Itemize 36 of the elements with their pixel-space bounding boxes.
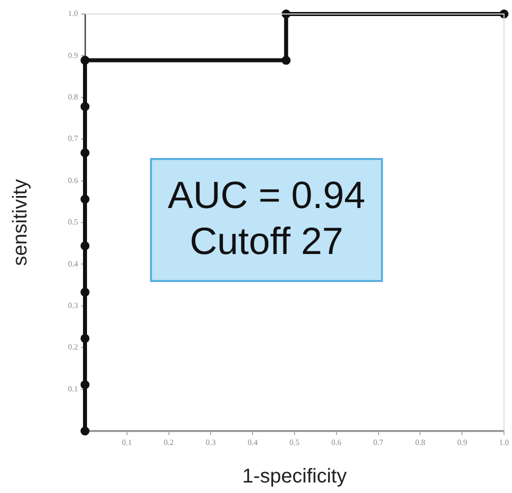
point [80, 56, 90, 65]
y-tick-label: 0.3 [68, 300, 78, 310]
y-tick-label: 0.2 [68, 342, 78, 352]
x-tick-label: 0.4 [248, 438, 258, 447]
y-axis-title: sensitivity [10, 179, 32, 266]
x-tick-label: 0.2 [164, 438, 174, 447]
y-tick-label: 0.8 [68, 92, 78, 102]
x-tick-label: 0.9 [457, 438, 468, 447]
point [80, 102, 90, 112]
x-tick-label: 0.8 [415, 438, 426, 447]
y-tick-label: 0.7 [68, 134, 78, 144]
point [80, 288, 90, 297]
point [80, 334, 90, 343]
point [80, 194, 90, 204]
annotation: AUC = 0.94 [168, 174, 366, 220]
point [80, 241, 90, 250]
x-tick-label: 0.7 [373, 438, 384, 447]
point [80, 148, 90, 158]
y-tick-label: 0.1 [68, 384, 78, 394]
y-tick-label: 1.0 [68, 9, 78, 18]
x-tick-label: 0.6 [331, 438, 342, 447]
point [282, 10, 291, 18]
y-tick-label: 0.9 [68, 50, 78, 60]
x-tick-label: 0.1 [122, 438, 132, 447]
point [80, 380, 90, 390]
x-axis-title: 1-specificity [242, 466, 347, 488]
y-tick-label: 0.4 [68, 259, 78, 268]
y-tick-label: 0.6 [68, 176, 78, 185]
x-tick-label: 1.0 [499, 438, 509, 447]
point [282, 56, 291, 65]
point [80, 426, 90, 436]
point [500, 10, 508, 18]
y-tick-label: 0.5 [68, 218, 78, 227]
x-tick-label: 0.3 [206, 438, 216, 447]
annotation: Cutoff 27 [190, 220, 344, 265]
x-tick-label: 0.5 [290, 438, 300, 447]
